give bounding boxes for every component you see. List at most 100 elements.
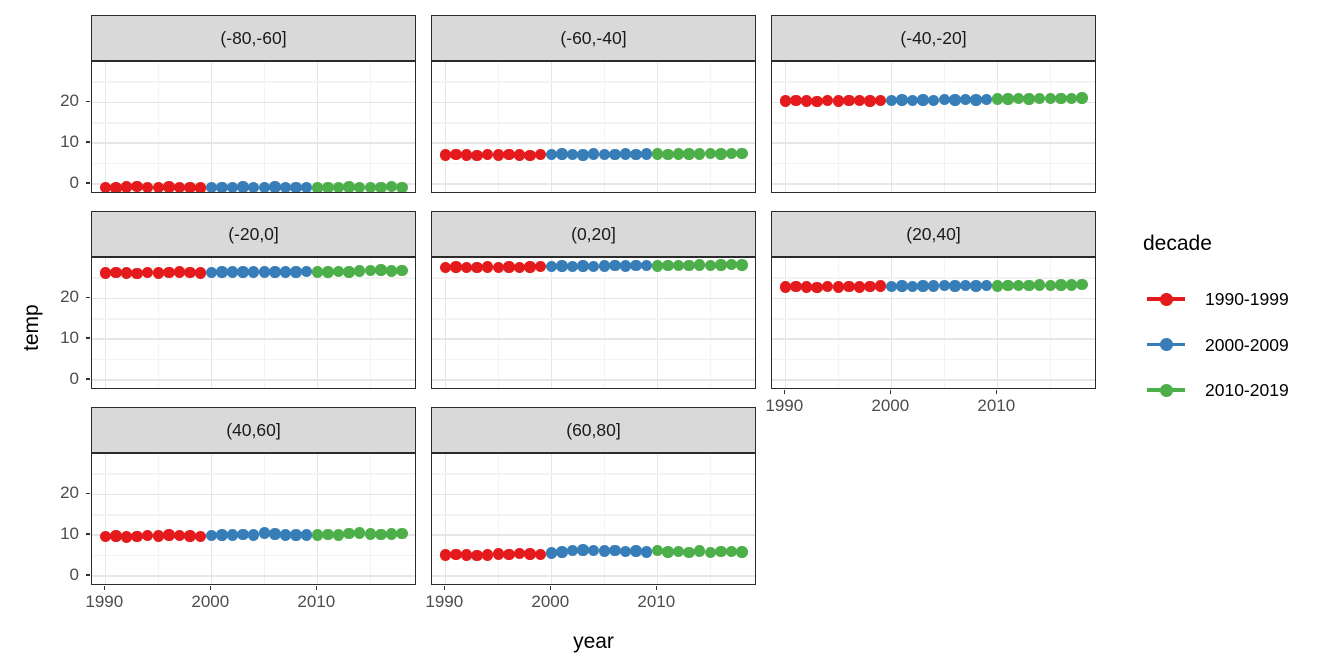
data-point <box>725 258 738 271</box>
gridline-major-y <box>432 379 755 381</box>
y-axis-tick <box>86 337 90 339</box>
facet-panel <box>431 61 756 193</box>
data-point <box>906 94 919 107</box>
data-point <box>587 544 600 557</box>
data-point <box>194 530 207 543</box>
data-point <box>460 149 473 161</box>
data-point <box>874 280 887 292</box>
legend-key <box>1147 377 1185 403</box>
data-point <box>587 148 600 160</box>
gridline-minor-y <box>92 81 415 83</box>
data-point <box>131 180 143 192</box>
gridline-minor-y <box>432 473 755 475</box>
legend-entry: 2010-2019 <box>1143 377 1333 403</box>
data-point <box>566 148 579 161</box>
data-point <box>184 530 196 542</box>
data-point <box>640 546 653 558</box>
data-point <box>290 529 302 541</box>
data-point <box>226 529 239 541</box>
gridline-minor-y <box>92 318 415 320</box>
x-axis-tick-label: 1990 <box>765 396 804 415</box>
data-point <box>991 93 1004 105</box>
facet-panel <box>91 257 416 389</box>
gridline-minor-x <box>837 62 840 192</box>
data-point <box>173 181 186 192</box>
data-point <box>173 266 186 278</box>
data-point <box>949 280 961 292</box>
data-point <box>843 280 855 293</box>
data-point <box>492 548 505 560</box>
data-point <box>173 529 186 542</box>
data-point <box>619 545 632 558</box>
data-point <box>566 544 579 557</box>
data-point <box>587 260 600 273</box>
legend: decade 1990-1999 2000-2009 2010-2019 <box>1143 232 1338 412</box>
data-point <box>1023 279 1035 292</box>
data-point <box>736 546 748 558</box>
x-axis-tick <box>995 390 998 394</box>
data-point <box>640 148 653 160</box>
data-point <box>194 182 207 192</box>
data-point <box>1023 93 1035 105</box>
gridline-major-x <box>550 258 552 388</box>
data-point <box>385 528 398 540</box>
gridline-major-x <box>104 258 106 388</box>
data-point <box>258 266 271 278</box>
data-point <box>1044 92 1057 105</box>
y-axis-tick-label: 0 <box>69 565 79 584</box>
data-point <box>864 95 876 107</box>
facet-strip-label: (-40,-20] <box>900 27 967 48</box>
x-axis-tick <box>783 390 786 394</box>
gridline-minor-y <box>92 473 415 475</box>
data-point <box>970 94 982 106</box>
gridline-major-y <box>92 101 415 104</box>
data-point <box>598 260 611 272</box>
data-point <box>120 531 133 543</box>
data-point <box>141 266 154 279</box>
data-point <box>662 148 674 161</box>
data-point <box>800 95 813 107</box>
y-axis-tick-label: 10 <box>60 328 79 348</box>
data-point <box>725 147 738 160</box>
data-point <box>375 181 387 192</box>
data-point <box>683 259 695 272</box>
legend-key-point <box>1159 383 1173 397</box>
data-point <box>311 529 324 541</box>
data-point <box>832 281 845 293</box>
legend-title: decade <box>1143 232 1212 255</box>
gridline-minor-y <box>772 162 1095 165</box>
gridline-major-y <box>92 575 415 577</box>
data-point <box>662 259 674 272</box>
data-point <box>353 181 366 192</box>
data-point <box>269 266 281 278</box>
data-point <box>630 259 642 272</box>
data-point <box>704 259 717 272</box>
data-point <box>906 280 919 293</box>
gridline-minor-y <box>772 358 1095 361</box>
data-point <box>343 527 355 540</box>
x-axis-tick-label: 2010 <box>637 592 676 611</box>
data-point <box>141 181 154 192</box>
gridline-major-y <box>772 338 1095 340</box>
x-axis-tick <box>549 586 552 590</box>
y-axis-tick-label: 20 <box>60 91 79 111</box>
data-point <box>141 529 154 542</box>
x-axis-tick-label: 2000 <box>531 592 570 611</box>
data-point <box>503 148 515 161</box>
data-point <box>619 260 632 272</box>
gridline-major-x <box>996 62 998 192</box>
data-point <box>110 182 122 192</box>
data-point <box>556 546 568 558</box>
gridline-minor-y <box>432 358 755 361</box>
data-point <box>598 545 611 557</box>
data-point <box>704 147 717 160</box>
data-point <box>577 544 589 556</box>
gridline-minor-x <box>943 258 946 388</box>
data-point <box>917 94 929 106</box>
gridline-minor-x <box>603 62 606 192</box>
gridline-minor-x <box>1049 258 1052 388</box>
data-point <box>290 266 302 278</box>
gridline-minor-x <box>369 454 372 584</box>
gridline-major-x <box>316 454 318 584</box>
gridline-major-x <box>444 454 446 584</box>
